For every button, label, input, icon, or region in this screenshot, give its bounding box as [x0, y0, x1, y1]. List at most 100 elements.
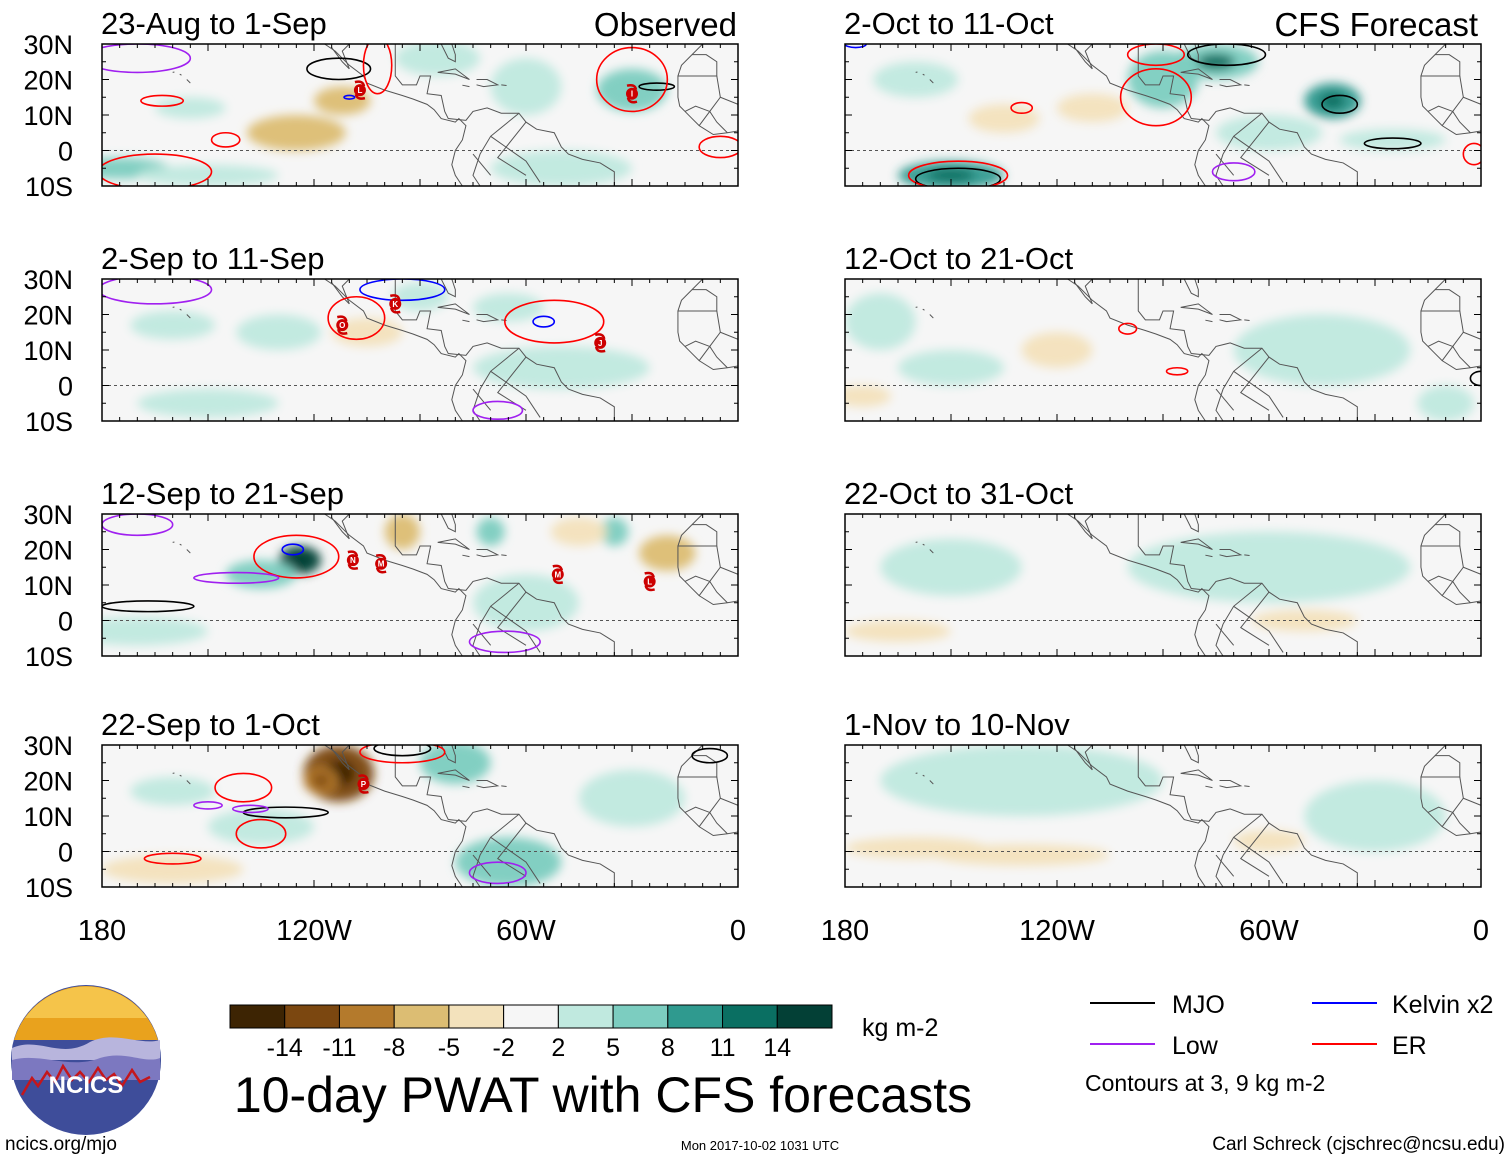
lon-tick-label: 180: [821, 915, 869, 947]
pwat-anomaly-blob: [395, 44, 481, 76]
coastline: [1039, 279, 1210, 421]
coastline: [1215, 623, 1235, 646]
lat-tick-label: 10S: [25, 407, 73, 437]
er-contour: [1126, 44, 1185, 67]
axis-ticks: [844, 43, 1482, 187]
storm-dot: [626, 87, 638, 100]
colorbar-swatch: [557, 1004, 614, 1029]
pwat-anomaly-blob: [845, 385, 891, 407]
observed-label: Observed: [594, 6, 737, 43]
lon-tick-label: 0: [1473, 915, 1489, 947]
storm-swirl: [375, 553, 387, 574]
coastline: [1215, 582, 1263, 656]
panel-title: 1-Nov to 10-Nov: [844, 707, 1070, 742]
mjo-contour: [691, 747, 729, 764]
wave-contours: [845, 44, 1481, 186]
er-contour: [359, 745, 446, 764]
pwat-anomaly-blob: [476, 517, 505, 546]
coastline: [501, 785, 507, 788]
coastline: [296, 279, 467, 421]
coastline: [1427, 340, 1454, 361]
pwat-anomaly-blob: [208, 808, 314, 845]
coastline: [440, 279, 456, 298]
kelvin-contour: [532, 315, 556, 328]
map-panel: 12-Oct to 21-Oct: [844, 241, 1482, 422]
coastline: [922, 774, 925, 777]
coastline: [440, 514, 456, 533]
panel-title: 2-Sep to 11-Sep: [101, 241, 324, 276]
pwat-anomaly-core: [1196, 53, 1236, 70]
pwat-anomaly-blob: [845, 620, 951, 642]
coastline: [496, 591, 527, 646]
wave-contours: [102, 279, 605, 421]
storm-marker: L: [353, 80, 366, 100]
coastline: [1137, 44, 1358, 186]
coastlines: [915, 279, 1481, 421]
lat-tick-label: 30N: [23, 30, 73, 60]
pwat-anomaly-blob: [1216, 115, 1322, 151]
storm-swirl: [354, 80, 366, 100]
lat-tick-label: 20N: [23, 536, 73, 566]
storm-letter: P: [361, 780, 367, 789]
pwat-field: [845, 514, 1481, 656]
storm-swirl: [336, 315, 348, 335]
pwat-anomaly-blob: [384, 514, 421, 550]
pwat-anomaly-blob: [898, 350, 1004, 386]
coastline: [501, 319, 507, 322]
coastline: [1427, 806, 1454, 827]
coastline: [922, 308, 925, 311]
coastline: [1215, 347, 1263, 421]
lat-tick-label: 10S: [25, 873, 73, 903]
pwat-anomaly-blob: [639, 535, 696, 571]
colorbar-tick-label: 8: [661, 1034, 675, 1062]
pwat-field: P: [102, 745, 738, 887]
storm-dot: [389, 297, 402, 310]
coastline: [1219, 79, 1243, 88]
mjo-contour: [1363, 137, 1422, 150]
coastline: [709, 797, 728, 835]
lon-tick-label: 0: [730, 915, 746, 947]
ncics-logo: NCICS: [11, 985, 161, 1135]
wave-contours: [143, 745, 729, 885]
coastline: [394, 279, 615, 421]
colorbar-tick-label: -5: [438, 1034, 460, 1062]
coastline: [437, 769, 470, 781]
lat-tick-label: 30N: [23, 265, 73, 295]
coastline: [1215, 112, 1263, 186]
pwat-anomaly-blob: [391, 282, 449, 311]
coastline: [1427, 575, 1454, 596]
colorbar-tick-label: 11: [710, 1034, 736, 1062]
low-contour: [468, 861, 527, 885]
legend-er-label: ER: [1392, 1032, 1427, 1060]
lat-axis-labels: 30N 20N 10N 0 10S: [23, 731, 73, 903]
map-panel: O K J 2-Sep to 11-Sep 30N 20N 10N 0 10S: [23, 241, 739, 437]
storm-marker: I: [626, 83, 638, 104]
coastline: [677, 289, 718, 312]
lat-tick-label: 20N: [23, 767, 73, 797]
colorbar-swatch: [338, 1004, 395, 1029]
lat-tick-label: 10S: [25, 642, 73, 672]
storm-marker: M: [375, 553, 388, 574]
coastlines: [915, 44, 1481, 186]
mjo-contour: [1469, 370, 1481, 387]
lat-axis-labels: 30N 20N 10N 0 10S: [23, 30, 73, 202]
axis-ticks: [101, 43, 739, 187]
wave-contours: [102, 514, 541, 654]
low-contour: [193, 800, 223, 810]
colorbar-tick-label: 5: [606, 1034, 620, 1062]
er-contour: [102, 153, 213, 186]
colorbar-swatch: [612, 1004, 669, 1029]
axis-ticks: [101, 278, 739, 422]
coastline: [1219, 314, 1243, 323]
coastline: [296, 514, 467, 656]
er-contour: [235, 818, 287, 849]
storm-letter: I: [631, 90, 633, 99]
coastline: [1205, 319, 1213, 323]
coastline: [1420, 524, 1461, 547]
coastlines: [915, 745, 1481, 887]
coastline: [462, 319, 470, 323]
lat-tick-label: 10N: [23, 101, 73, 131]
pwat-field: N M M L: [102, 514, 738, 656]
pwat-anomaly-blob: [579, 769, 685, 827]
